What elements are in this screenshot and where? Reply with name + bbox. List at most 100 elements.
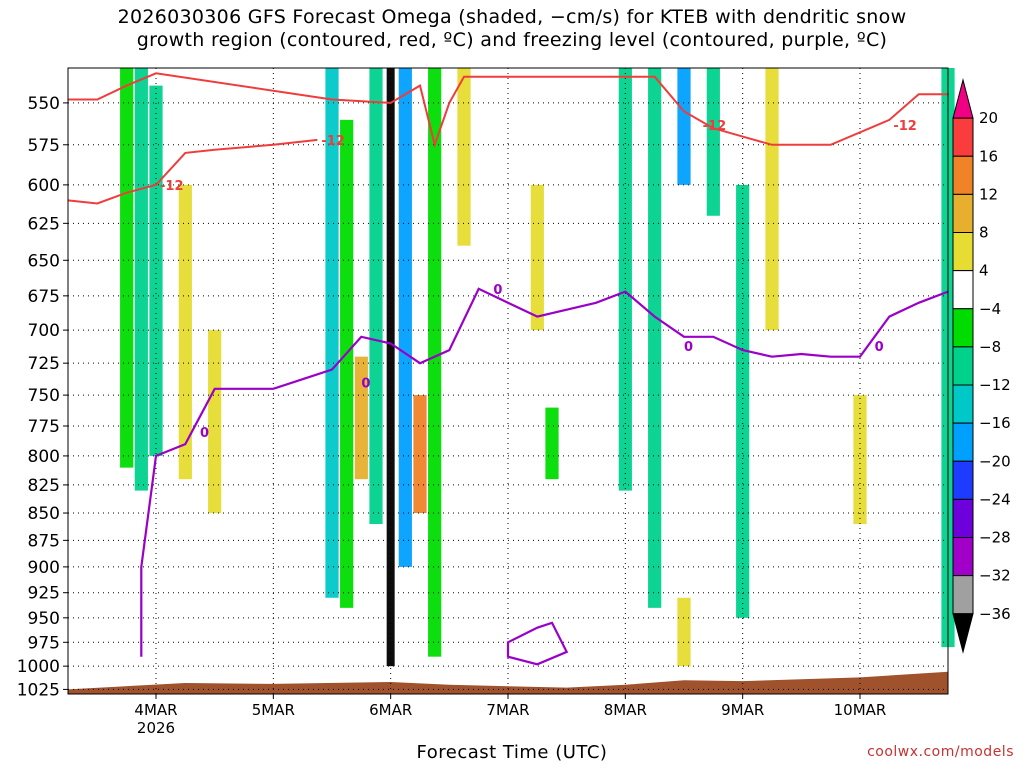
colorbar-label-5: −4: [979, 300, 1001, 318]
colorbar-label-11: −28: [979, 529, 1011, 547]
colorbar-bottom-arrow: [952, 613, 974, 654]
omega-cell-18: [677, 68, 691, 185]
omega-shading-layer: [120, 68, 955, 667]
omega-cell-20: [706, 68, 720, 216]
colorbar-label-1: 16: [979, 147, 998, 165]
chart-title-line-1: 2026030306 GFS Forecast Omega (shaded, −…: [117, 6, 907, 28]
omega-cell-12: [428, 68, 442, 657]
chart-title: 2026030306 GFS Forecast Omega (shaded, −…: [0, 6, 1024, 52]
omega-cell-9: [386, 68, 395, 667]
x-axis-label: Forecast Time (UTC): [416, 742, 608, 763]
colorbar-bin-12: [952, 155, 974, 195]
x-tick-year-label: 2026: [137, 719, 175, 737]
y-tick-label-875: 875: [28, 531, 60, 551]
colorbar-bin-9: [952, 270, 974, 310]
colorbar-label-9: −20: [979, 452, 1011, 470]
colorbar-label-4: 4: [979, 262, 989, 280]
colorbar-label-6: −8: [979, 338, 1001, 356]
freezing-label-1: 0: [361, 376, 370, 391]
y-tick-label-750: 750: [28, 386, 60, 406]
omega-cell-23: [853, 395, 867, 525]
site-credit: coolwx.com/models: [867, 744, 1014, 760]
omega-cell-7: [354, 356, 368, 480]
omega-cell-10: [398, 68, 412, 567]
minus12-label-2: -12: [703, 119, 727, 134]
colorbar-bin-13: [952, 117, 974, 157]
minus12-label-1: -12: [321, 134, 345, 149]
y-tick-label-800: 800: [28, 447, 60, 467]
chart-title-line-2: growth region (contoured, red, ºC) and f…: [136, 29, 888, 51]
omega-cell-8: [369, 68, 383, 525]
minus12-label-0: -12: [160, 179, 184, 194]
x-tick-label-4: 8MAR: [604, 701, 647, 719]
omega-cell-17: [648, 68, 662, 608]
colorbar-bin-3: [952, 498, 974, 538]
colorbar-label-13: −36: [979, 605, 1011, 623]
colorbar-label-10: −24: [979, 490, 1011, 508]
omega-cell-11: [413, 395, 427, 514]
colorbar-bin-7: [952, 346, 974, 386]
colorbar-label-8: −16: [979, 414, 1011, 432]
y-tick-label-825: 825: [28, 476, 60, 496]
x-tick-label-6: 10MAR: [834, 701, 887, 719]
y-tick-label-550: 550: [28, 94, 60, 114]
x-tick-label-2: 6MAR: [369, 701, 412, 719]
omega-cell-15: [545, 407, 559, 480]
omega-cell-0: [120, 68, 134, 468]
colorbar-label-2: 12: [979, 185, 998, 203]
colorbar-label-0: 20: [979, 109, 998, 127]
freezing-label-4: 0: [875, 340, 884, 355]
colorbar-bin-5: [952, 422, 974, 462]
omega-cell-13: [457, 68, 471, 246]
minus12-label-3: -12: [893, 119, 917, 134]
colorbar-bin-8: [952, 308, 974, 348]
y-tick-label-725: 725: [28, 354, 60, 374]
colorbar-bin-11: [952, 193, 974, 233]
omega-cell-5: [325, 68, 339, 598]
freezing-label-3: 0: [684, 340, 693, 355]
colorbar-bin-2: [952, 537, 974, 577]
freezing-level-cell: [506, 621, 569, 666]
y-tick-label-1025: 1025: [17, 680, 60, 700]
omega-cell-14: [530, 184, 544, 331]
omega-cell-4: [208, 330, 222, 514]
y-tick-label-850: 850: [28, 504, 60, 524]
omega-cell-3: [178, 184, 192, 480]
omega-cell-6: [340, 119, 354, 608]
minus12-contour-upper: [68, 72, 948, 149]
freezing-level-contour: [140, 287, 949, 657]
y-tick-label-950: 950: [28, 609, 60, 629]
plot-frame: [67, 67, 949, 695]
colorbar-label-7: −12: [979, 376, 1011, 394]
colorbar-bin-4: [952, 460, 974, 500]
axes-layer: 550 575 600 625 650 675 700 725 750 775 800 825 850 8…: [17, 67, 949, 737]
y-tick-label-700: 700: [28, 321, 60, 341]
terrain-layer: [68, 671, 948, 694]
x-tick-label-0: 4MAR: [134, 701, 177, 719]
omega-cell-16: [618, 68, 632, 491]
y-tick-label-925: 925: [28, 584, 60, 604]
y-tick-label-650: 650: [28, 251, 60, 271]
colorbar-bin-6: [952, 384, 974, 424]
omega-cell-19: [677, 597, 691, 667]
colorbar: 20 16 12 8 4 −4 −8 −12 −16 −20 −24 −28 −32 −36: [952, 78, 1011, 654]
terrain-fill: [68, 671, 948, 694]
colorbar-top-arrow: [952, 78, 974, 119]
colorbar-label-12: −32: [979, 567, 1011, 585]
grid-layer: [68, 68, 948, 694]
y-tick-label-625: 625: [28, 214, 60, 234]
y-tick-label-1000: 1000: [17, 657, 60, 677]
colorbar-bin-1: [952, 575, 974, 615]
y-tick-label-900: 900: [28, 558, 60, 578]
omega-cell-2: [149, 85, 163, 456]
y-tick-label-975: 975: [28, 633, 60, 653]
y-tick-label-575: 575: [28, 136, 60, 156]
omega-cell-22: [765, 68, 779, 331]
x-tick-label-5: 9MAR: [721, 701, 764, 719]
colorbar-bin-10: [952, 232, 974, 272]
omega-cell-21: [736, 184, 750, 618]
y-tick-label-600: 600: [28, 176, 60, 196]
freezing-label-2: 0: [493, 283, 502, 298]
x-tick-label-1: 5MAR: [252, 701, 295, 719]
